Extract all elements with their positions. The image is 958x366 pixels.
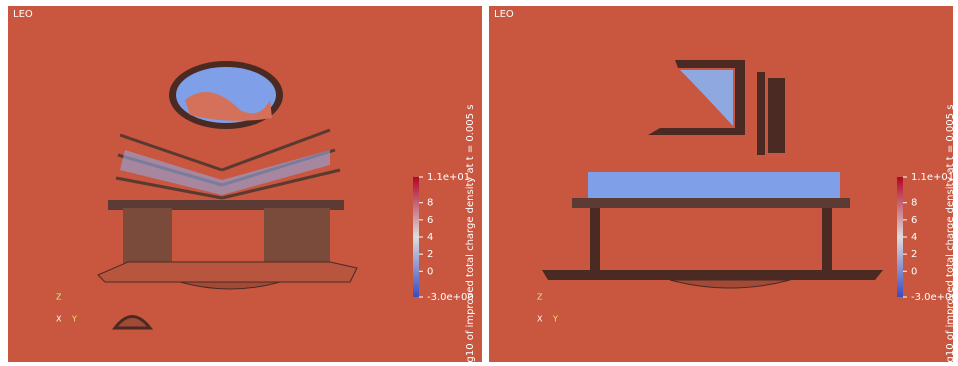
axis-y: Y (552, 315, 558, 324)
colorbar (897, 177, 903, 297)
colorbar-label: 4 (427, 232, 433, 243)
render-view-right (489, 6, 953, 362)
colorbar-label: 0 (911, 266, 917, 277)
viewer: LEO-3.0e+001.1e+0102468log10 of improved… (0, 0, 958, 366)
view-title: LEO (494, 9, 514, 20)
colorbar (413, 177, 419, 297)
render-view-left (8, 6, 482, 362)
colorbar-label: 4 (911, 232, 917, 243)
colorbar-label: 8 (911, 198, 917, 209)
axis-z: Z (56, 293, 62, 302)
view-title: LEO (13, 9, 33, 20)
colorbar-title: log10 of improved total charge density a… (945, 105, 956, 366)
axis-x: X (56, 315, 62, 324)
colorbar-label: 0 (427, 266, 433, 277)
colorbar-label: 2 (911, 249, 917, 260)
colorbar-label: 6 (427, 215, 433, 226)
colorbar-title: log10 of improved total charge density a… (465, 105, 476, 366)
axis-z: Z (537, 293, 543, 302)
axis-x: X (537, 315, 543, 324)
colorbar-label: 6 (911, 215, 917, 226)
colorbar-label: 1.1e+01 (427, 172, 470, 183)
colorbar-label: 2 (427, 249, 433, 260)
axis-y: Y (71, 315, 77, 324)
colorbar-label: 8 (427, 198, 433, 209)
